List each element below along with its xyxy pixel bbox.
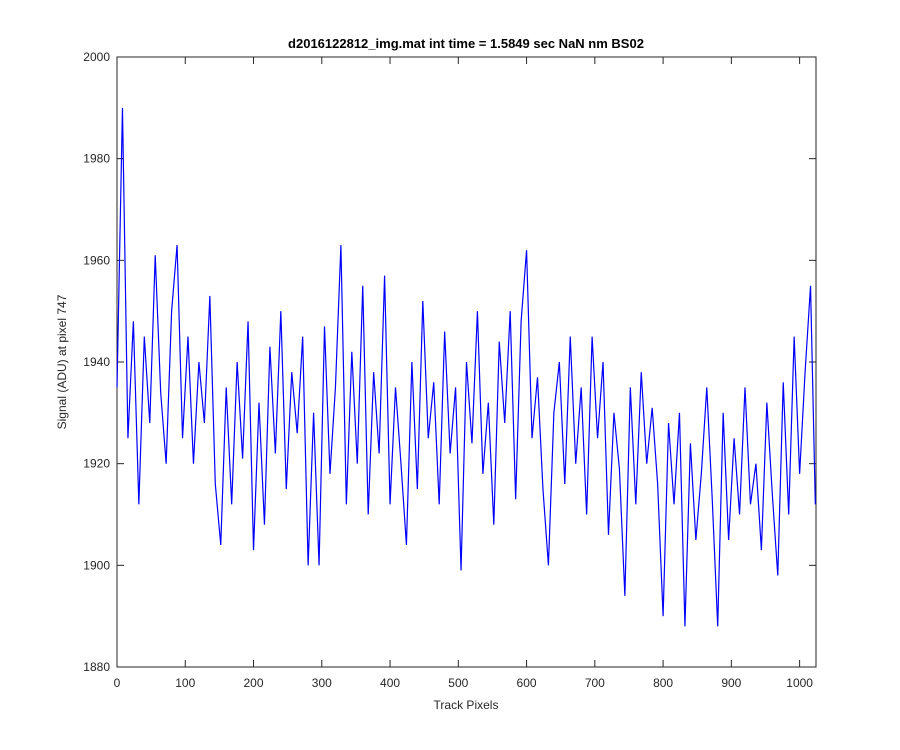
x-tick-label: 200 — [244, 676, 264, 690]
x-tick-label: 500 — [448, 676, 468, 690]
y-tick-label: 1940 — [83, 355, 110, 369]
x-tick-label: 900 — [721, 676, 741, 690]
x-tick-label: 700 — [585, 676, 605, 690]
y-tick-label: 1920 — [83, 457, 110, 471]
x-tick-label: 100 — [175, 676, 195, 690]
x-tick-label: 1000 — [786, 676, 813, 690]
x-axis-label: Track Pixels — [434, 698, 499, 712]
y-tick-label: 1980 — [83, 152, 110, 166]
y-tick-label: 1960 — [83, 253, 110, 267]
x-tick-label: 800 — [653, 676, 673, 690]
y-tick-label: 1900 — [83, 558, 110, 572]
x-tick-label: 0 — [114, 676, 121, 690]
chart-title: d2016122812_img.mat int time = 1.5849 se… — [288, 36, 644, 51]
x-tick-label: 400 — [380, 676, 400, 690]
data-line — [116, 107, 816, 627]
y-axis-label: Signal (ADU) at pixel 747 — [55, 294, 69, 429]
x-tick-label: 600 — [517, 676, 537, 690]
y-tick-label: 1880 — [83, 660, 110, 674]
y-tick-label: 2000 — [83, 50, 110, 64]
x-tick-label: 300 — [312, 676, 332, 690]
